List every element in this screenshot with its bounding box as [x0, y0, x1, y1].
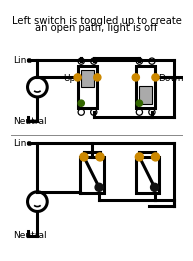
Bar [136, 66, 156, 108]
Circle shape [152, 74, 159, 81]
Text: Neutral: Neutral [13, 117, 47, 126]
Circle shape [95, 183, 103, 191]
Text: Left switch is toggled up to create: Left switch is toggled up to create [12, 15, 181, 26]
Text: an open path, light is off: an open path, light is off [35, 23, 158, 33]
Circle shape [94, 74, 101, 81]
Circle shape [132, 74, 139, 81]
Text: Line: Line [13, 139, 32, 148]
Circle shape [74, 74, 81, 81]
Circle shape [135, 153, 143, 161]
Circle shape [96, 153, 104, 161]
Bar [80, 157, 104, 193]
Bar [81, 70, 94, 87]
Circle shape [151, 183, 159, 191]
Circle shape [78, 100, 84, 106]
Text: Up: Up [64, 74, 76, 83]
Bar [139, 86, 152, 104]
Circle shape [80, 153, 88, 161]
Circle shape [152, 153, 160, 161]
Text: Down: Down [158, 74, 184, 83]
Bar [78, 66, 97, 108]
Bar [136, 157, 159, 193]
Circle shape [136, 100, 142, 106]
Text: Neutral: Neutral [13, 231, 47, 240]
Text: Line: Line [13, 56, 32, 65]
